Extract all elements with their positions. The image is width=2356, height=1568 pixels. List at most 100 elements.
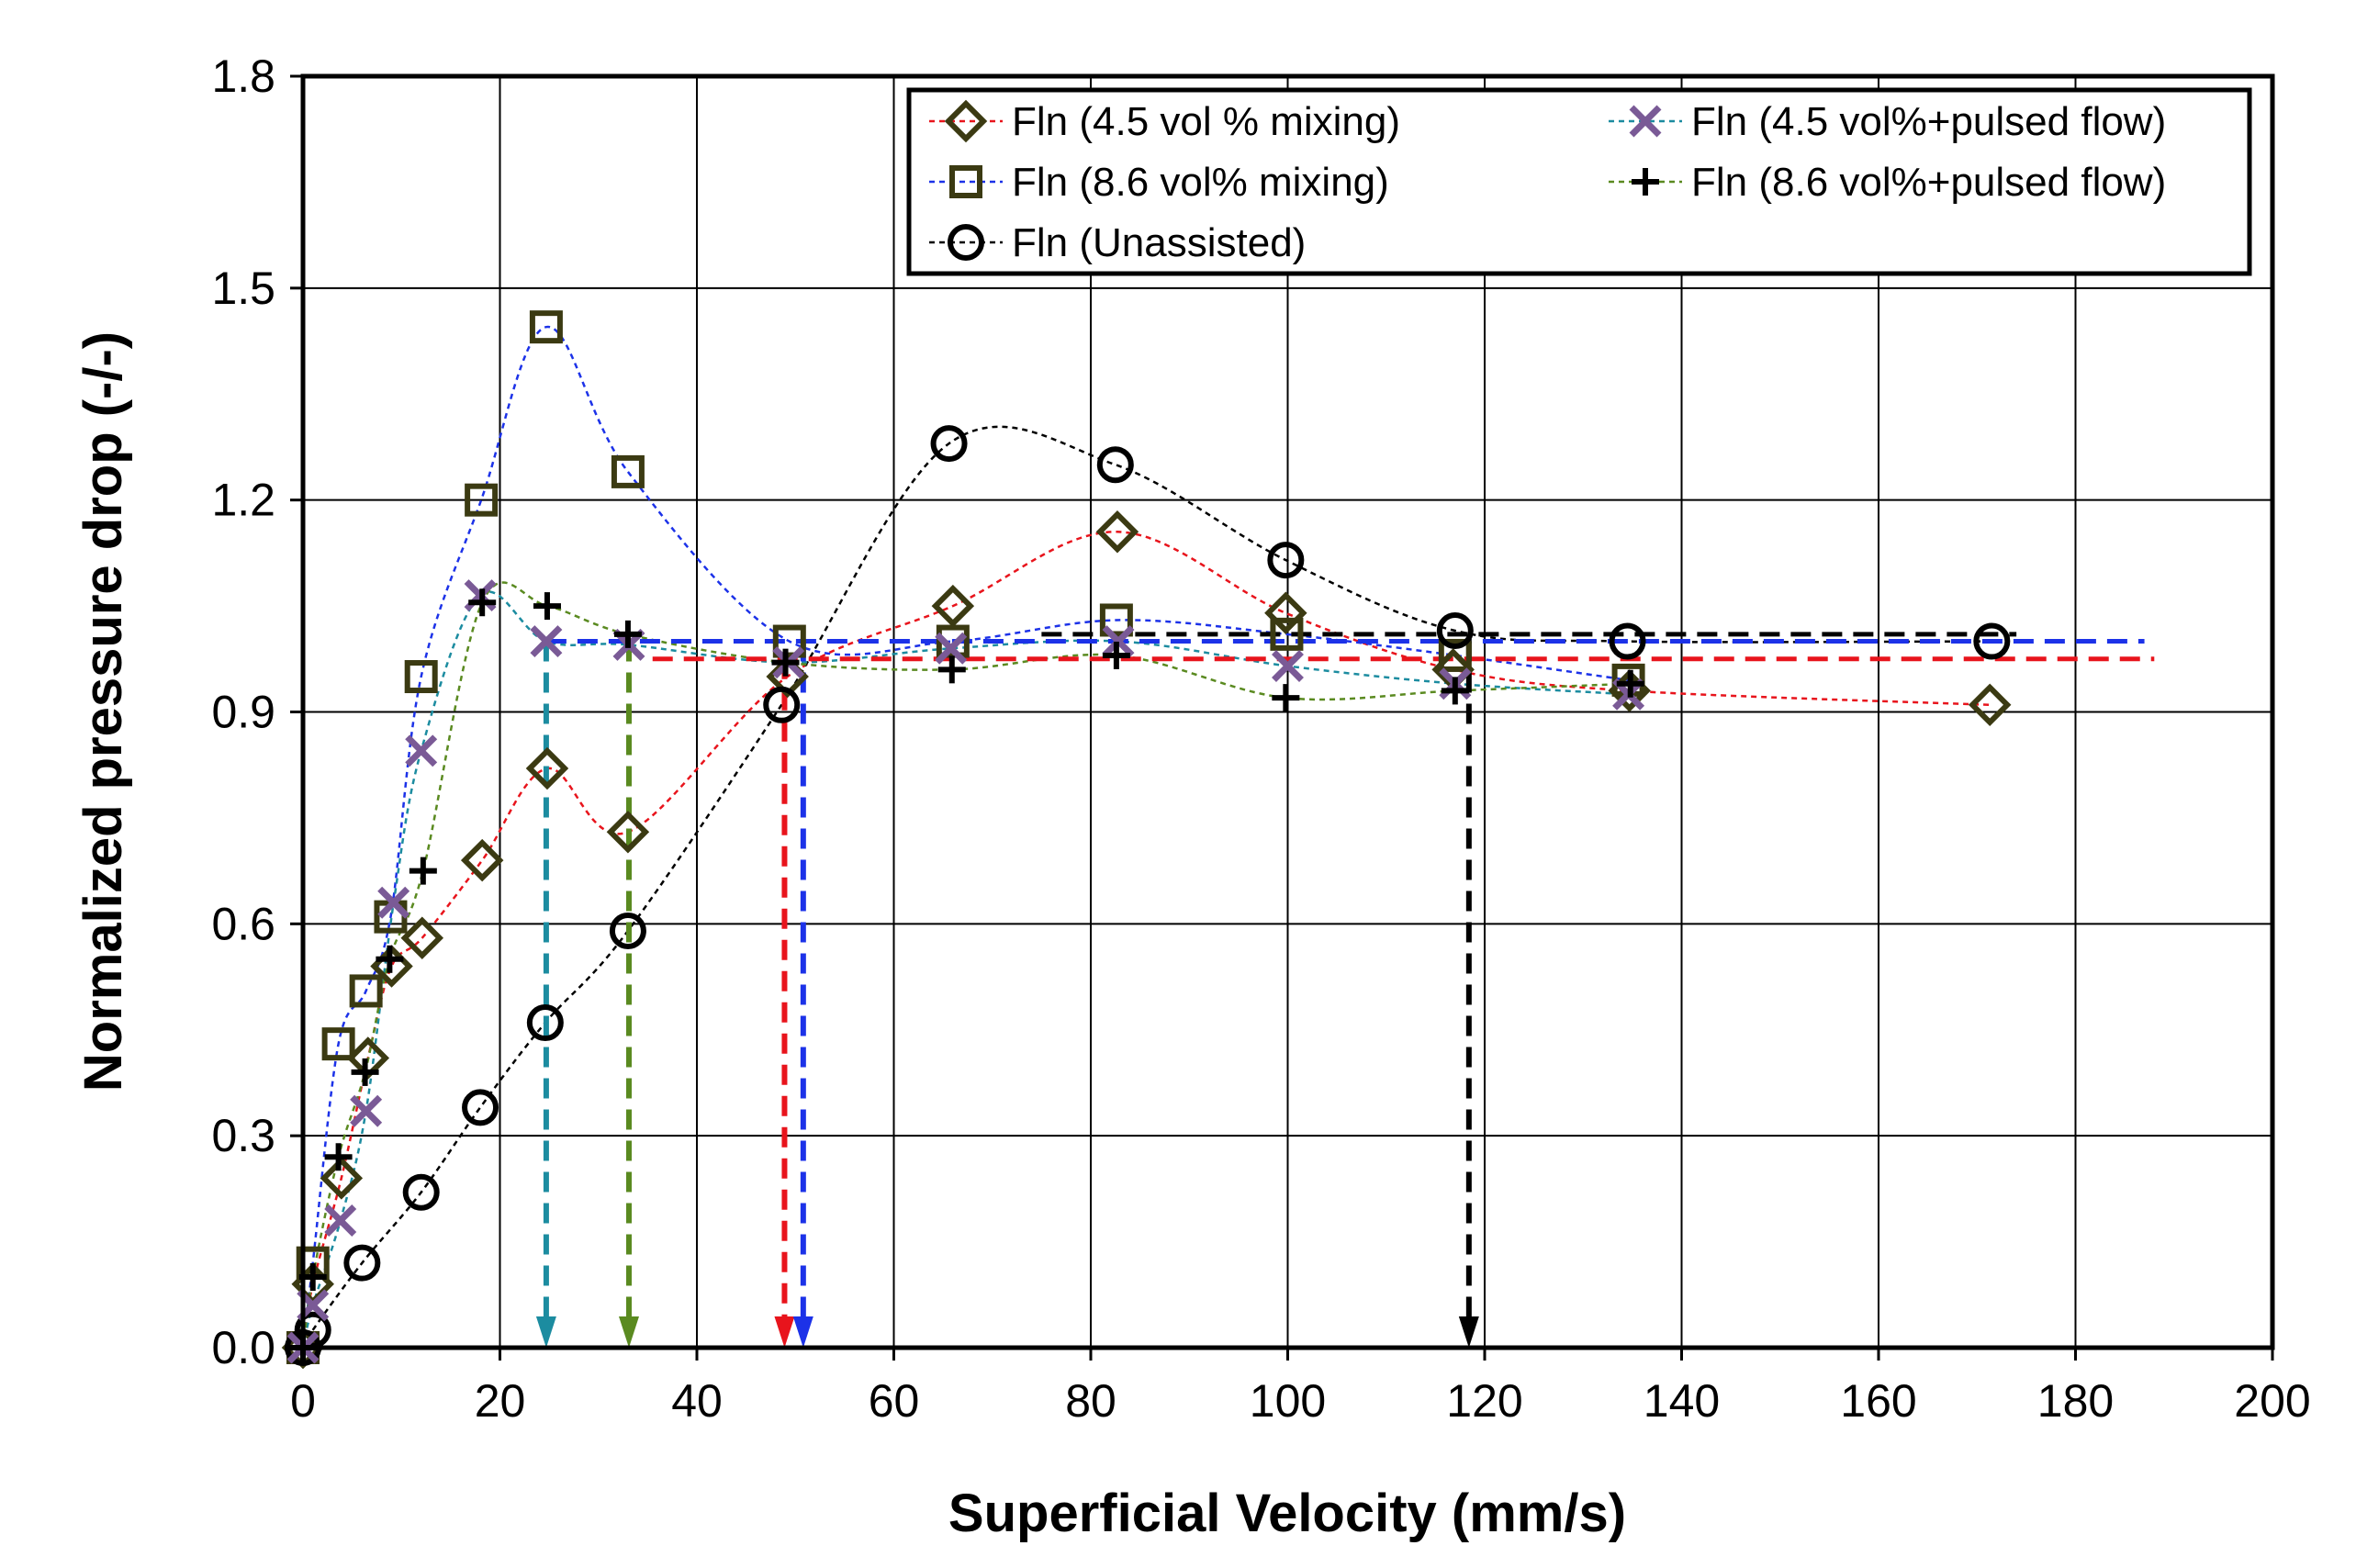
x-tick-label: 120	[1446, 1375, 1522, 1427]
data-point-square	[611, 454, 645, 488]
y-tick-label: 1.8	[211, 50, 275, 102]
data-point-circle	[1096, 446, 1134, 484]
y-axis-title: Normalized pressure drop (-/-)	[73, 331, 133, 1092]
legend-marker-square	[949, 165, 982, 198]
data-point-x	[530, 625, 563, 658]
x-tick-label: 0	[290, 1375, 316, 1427]
x-tick-label: 80	[1065, 1375, 1116, 1427]
data-point-x	[1102, 625, 1135, 658]
x-tick-label: 180	[2037, 1375, 2114, 1427]
data-point-circle	[1609, 622, 1646, 660]
data-point-plus	[771, 648, 800, 677]
legend: Fln (4.5 vol % mixing) Fln (4.5 vol%+puls…	[906, 87, 2252, 276]
data-point-diamond	[931, 584, 975, 628]
data-point-circle	[609, 913, 646, 950]
legend-item: Fln (8.6 vol%+pulsed flow)	[1609, 160, 2166, 205]
legend-box	[906, 87, 2252, 276]
legend-item: Fln (4.5 vol % mixing)	[929, 99, 1400, 144]
reference-lines	[535, 632, 2155, 1348]
data-point-square	[349, 974, 383, 1008]
legend-marker-x	[1629, 105, 1662, 138]
data-point-diamond	[1095, 510, 1139, 554]
axis-ticks: 0 20 40 60 80 100 120 140 160 180 200 0.0 0.3 0.6 0.9 1…	[211, 50, 2310, 1427]
data-point-plus	[468, 588, 497, 617]
legend-marker-plus	[1632, 168, 1659, 196]
data-point-diamond	[1968, 683, 2012, 727]
data-point-plus	[376, 945, 404, 973]
data-point-diamond	[606, 811, 650, 854]
legend-marker-diamond	[944, 99, 988, 143]
x-tick-label: 40	[671, 1375, 723, 1427]
data-point-plus	[324, 1143, 353, 1171]
data-point-plus	[1441, 677, 1469, 705]
x-tick-label: 200	[2234, 1375, 2310, 1427]
data-point-plus	[351, 1058, 379, 1086]
x-tick-label: 140	[1644, 1375, 1720, 1427]
data-point-circle	[1436, 612, 1474, 650]
threshold-arrow	[618, 641, 639, 1348]
data-point-plus	[1102, 641, 1130, 669]
data-point-diamond	[1264, 591, 1307, 635]
y-tick-label: 0.0	[211, 1322, 275, 1373]
legend-label: Fln (4.5 vol % mixing)	[1012, 99, 1400, 144]
data-point-plus	[409, 857, 437, 885]
y-tick-label: 0.6	[211, 898, 275, 949]
data-point-circle	[763, 686, 801, 723]
data-point-circle	[343, 1244, 381, 1282]
legend-label: Fln (4.5 vol%+pulsed flow)	[1691, 99, 2166, 144]
data-point-x	[350, 1094, 383, 1127]
data-point-x	[405, 734, 438, 767]
data-point-x	[1272, 650, 1304, 682]
y-tick-label: 0.9	[211, 687, 275, 738]
data-point-square	[1270, 617, 1304, 651]
data-point-circle	[402, 1173, 440, 1211]
threshold-arrow	[1458, 641, 1479, 1348]
threshold-arrow	[774, 658, 795, 1348]
data-point-circle	[930, 425, 968, 463]
legend-item: Fln (8.6 vol% mixing)	[929, 160, 1389, 205]
plot-area-frame	[300, 73, 2275, 1350]
data-point-diamond	[460, 838, 504, 882]
legend-item: Fln (4.5 vol%+pulsed flow)	[1609, 99, 2166, 144]
data-point-x	[377, 886, 410, 919]
data-point-circle	[1267, 542, 1305, 579]
legend-label: Fln (8.6 vol% mixing)	[1012, 160, 1389, 205]
x-tick-label: 100	[1250, 1375, 1326, 1427]
data-point-x	[935, 632, 968, 665]
data-point-plus	[613, 620, 642, 648]
data-point-plus	[1272, 684, 1300, 712]
series-line-5	[301, 581, 1631, 1349]
data-point-circle	[526, 1004, 564, 1042]
data-point-diamond	[346, 1036, 390, 1080]
threshold-arrow	[792, 641, 813, 1348]
legend-label: Fln (Unassisted)	[1012, 220, 1306, 265]
data-point-plus	[937, 655, 966, 684]
data-point-square	[936, 624, 970, 658]
x-tick-label: 160	[1840, 1375, 1916, 1427]
y-tick-label: 0.3	[211, 1110, 275, 1161]
legend-item: Fln (Unassisted)	[929, 220, 1306, 265]
x-tick-label: 20	[475, 1375, 526, 1427]
data-point-diamond	[400, 916, 444, 959]
data-point-diamond	[525, 746, 569, 790]
y-tick-label: 1.5	[211, 263, 275, 314]
data-point-plus	[1616, 669, 1644, 698]
data-point-diamond	[320, 1157, 364, 1200]
series-line-3	[301, 425, 1992, 1349]
data-point-square	[465, 483, 499, 517]
data-point-x	[324, 1204, 357, 1237]
series-line-4	[301, 590, 1629, 1349]
data-point-square	[1099, 603, 1133, 637]
data-point-square	[772, 624, 806, 658]
y-tick-label: 1.2	[211, 475, 275, 526]
data-point-plus	[533, 592, 561, 621]
data-point-square	[1438, 638, 1472, 672]
data-point-square	[529, 310, 563, 344]
legend-label: Fln (8.6 vol%+pulsed flow)	[1691, 160, 2166, 205]
data-point-circle	[1973, 622, 2011, 660]
data-point-square	[404, 660, 438, 694]
data-point-circle	[462, 1089, 499, 1126]
legend-marker-circle	[948, 224, 984, 261]
x-axis-title: Superficial Velocity (mm/s)	[948, 1484, 1626, 1543]
